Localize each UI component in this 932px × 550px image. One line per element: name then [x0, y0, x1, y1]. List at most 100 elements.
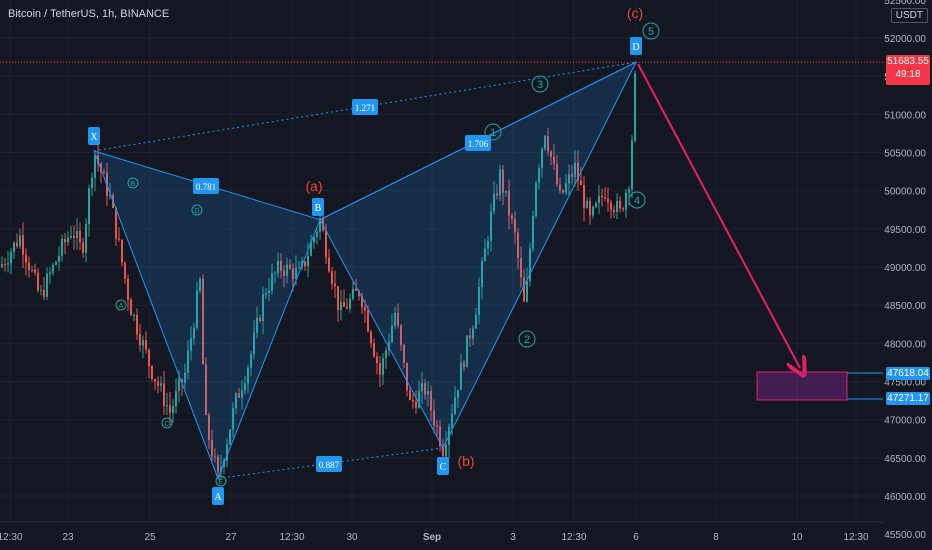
- candle-body: [454, 397, 456, 414]
- chart-title: Bitcoin / TetherUS, 1h, BINANCE: [8, 8, 170, 20]
- candle-body: [241, 390, 243, 398]
- candle-body: [187, 350, 189, 373]
- triangle-bcd: [319, 61, 638, 449]
- fib-label: 0.781: [196, 182, 216, 192]
- candle-body: [367, 310, 369, 332]
- candle-body: [259, 317, 261, 322]
- candle-body: [94, 155, 96, 178]
- candle-body: [445, 444, 447, 457]
- candle-body: [145, 340, 147, 350]
- candle-body: [79, 230, 81, 243]
- candle-body: [499, 169, 501, 196]
- wave-label-red: (b): [457, 453, 474, 469]
- candle-body: [7, 263, 9, 265]
- candle-body: [67, 237, 69, 243]
- fib-label-bg: [316, 456, 342, 472]
- candle-body: [256, 317, 258, 333]
- candle-body: [235, 393, 237, 409]
- candle-body: [184, 372, 186, 383]
- y-tick-label: 46000.00: [884, 492, 926, 503]
- candle-body: [502, 169, 504, 193]
- candle-body: [349, 298, 351, 309]
- candle-body: [121, 239, 123, 263]
- candle-body: [553, 156, 555, 165]
- xabcd-pattern: X A B C D 0.781 0.887 1.271 1.706: [88, 37, 642, 505]
- currency-badge[interactable]: USDT: [890, 8, 928, 23]
- x-axis: 12:30 23 25 27 12:30 30 Sep 3 12:30 6 8 10 12:30: [0, 521, 883, 550]
- wave-label-letter: D: [194, 208, 199, 215]
- candle-body: [85, 223, 87, 253]
- candle-body: [271, 273, 273, 291]
- candle-body: [115, 207, 117, 239]
- candle-body: [556, 164, 558, 185]
- wave-label-red: (a): [305, 178, 322, 194]
- fib-label: 0.887: [319, 460, 340, 470]
- point-label-c: C: [440, 462, 447, 473]
- candle-body: [319, 218, 321, 232]
- candle-body: [547, 136, 549, 152]
- wave-circle-small: [161, 417, 173, 429]
- candle-body: [1, 264, 3, 267]
- candle-body: [490, 211, 492, 241]
- candle-body: [337, 286, 339, 311]
- candle-body: [31, 269, 33, 271]
- candle-body: [616, 201, 618, 212]
- candle-body: [481, 261, 483, 288]
- candle-body: [148, 349, 150, 366]
- candle-body: [400, 325, 402, 345]
- candle-body: [592, 206, 594, 216]
- candle-body: [469, 335, 471, 339]
- candle-body: [316, 231, 318, 237]
- candle-body: [514, 219, 516, 233]
- point-label-bg-c: [437, 457, 449, 475]
- candle-body: [535, 182, 537, 216]
- candle-body: [175, 391, 177, 407]
- wave-label-red: (c): [627, 5, 643, 21]
- candle-body: [334, 283, 336, 287]
- wave-circle-small: [215, 475, 227, 487]
- candle-body: [55, 261, 57, 265]
- candle-body: [436, 425, 438, 427]
- candle-body: [283, 270, 285, 276]
- candle-body: [157, 381, 159, 386]
- wave-label-letter: E: [219, 479, 224, 486]
- candle-body: [541, 148, 543, 169]
- y-tick-label: 51000.00: [884, 110, 926, 121]
- candle-body: [133, 314, 135, 316]
- candle-body: [28, 262, 30, 271]
- candle-body: [193, 327, 195, 339]
- candle-body: [370, 331, 372, 344]
- candle-body: [586, 200, 588, 208]
- candle-body: [70, 235, 72, 238]
- candle-body: [634, 73, 636, 141]
- y-tick-label: 48500.00: [884, 301, 926, 312]
- candle-body: [430, 390, 432, 411]
- candle-body: [49, 272, 51, 274]
- candle-body: [310, 242, 312, 256]
- candle-body: [358, 290, 360, 297]
- wave-label-letter: C: [164, 421, 169, 428]
- candle-body: [163, 383, 165, 406]
- wave-circle-teal: [642, 22, 660, 40]
- candle-body: [4, 264, 6, 266]
- candle-body: [289, 264, 291, 269]
- candle-body: [613, 209, 615, 212]
- candle-body: [172, 406, 174, 413]
- candle-body: [595, 203, 597, 207]
- fib-label: 1.706: [468, 139, 489, 149]
- candle-body: [622, 208, 624, 210]
- candle-body: [601, 196, 603, 198]
- wave-circle-teal: [518, 330, 536, 348]
- y-tick-label: 50000.00: [884, 187, 926, 198]
- candle-body: [298, 267, 300, 269]
- fib-label-bg: [352, 99, 378, 115]
- candle-body: [124, 262, 126, 279]
- candle-body: [166, 405, 168, 407]
- candle-body: [40, 289, 42, 291]
- candle-body: [181, 379, 183, 383]
- candle-body: [493, 193, 495, 212]
- candle-body: [610, 202, 612, 210]
- candle-body: [355, 289, 357, 291]
- y-axis-bg: [883, 0, 932, 550]
